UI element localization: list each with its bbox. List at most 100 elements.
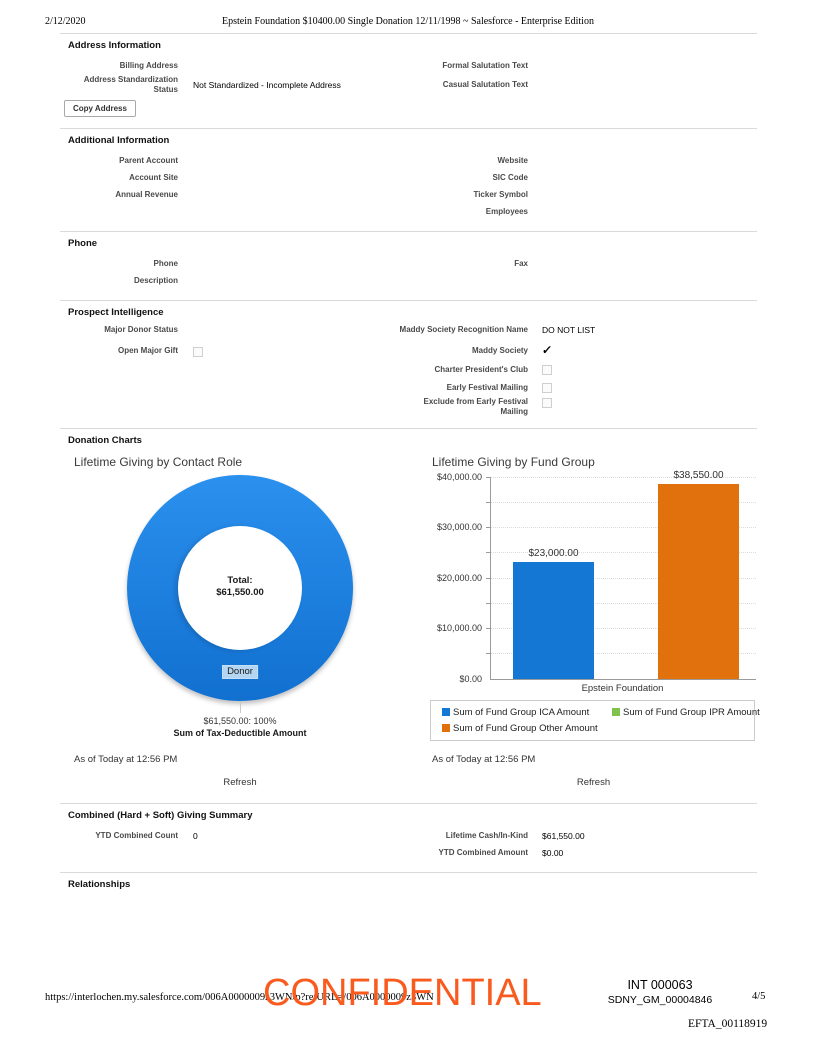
ytd-combined-count-label: YTD Combined Count [95,830,178,840]
bar-sum-of-fund-group-other-amount [658,483,739,679]
section-giving-summary: Combined (Hard + Soft) Giving Summary YT… [60,802,757,872]
section-prospect-intelligence: Prospect Intelligence Major Donor Status… [60,299,757,428]
bar-chart: $40,000.00 $30,000.00 $20,000.00 $10,000.00… [430,470,757,684]
charter-presidents-club-checkbox[interactable] [542,365,552,375]
open-major-gift-cell [193,346,398,357]
gridline [491,552,756,554]
fax-label: Fax [514,259,528,269]
ytd-combined-amount-value: $0.00 [542,847,564,858]
donation-charts-section-title: Donation Charts [68,434,142,446]
field-row: Billing Address Formal Salutation Text [60,58,757,75]
gridline [491,628,756,630]
y-axis-tick [486,628,491,630]
bates-number-sdny: SDNY_GM_00004846 [607,994,713,1006]
donut-caption-value: $61,550.00: 100% [203,715,277,726]
maddy-society-checkbox-checked[interactable]: ✓ [541,343,553,358]
y-axis-tick [486,577,491,579]
donut-hole [178,525,302,650]
donut-refresh-link[interactable]: Refresh [223,776,257,788]
legend-label-other: Sum of Fund Group Other Amount [453,722,598,734]
recognition-name-value: DO NOT LIST [542,324,596,335]
legend-swatch-ica [442,708,450,717]
y-axis-tick [486,501,491,503]
exclude-early-festival-cell [542,397,757,408]
donut-chart-panel: Lifetime Giving by Contact Role Total: $… [60,453,420,793]
recognition-name-label: Maddy Society Recognition Name [399,324,528,334]
field-row: Employees [60,204,757,221]
parent-account-label: Parent Account [119,156,178,166]
formal-salutation-label: Formal Salutation Text [442,61,528,71]
gridline [491,577,756,579]
exclude-early-festival-label: Exclude from Early Festival Mailing [423,396,529,417]
giving-summary-section-title: Combined (Hard + Soft) Giving Summary [68,809,253,821]
y-axis-tick-label: $10,000.00 [436,623,482,634]
billing-address-label: Billing Address [119,61,178,71]
confidential-watermark: CONFIDENTIAL [263,972,542,1014]
field-row: Major Donor Status Maddy Society Recogni… [60,325,757,342]
address-section-title: Address Information [68,40,161,51]
exclude-early-festival-checkbox[interactable] [542,397,552,408]
bates-number-int: INT 000063 [627,978,693,992]
ticker-symbol-label: Ticker Symbol [473,190,528,200]
charter-presidents-club-label: Charter President's Club [434,364,528,374]
lifetime-cash-label: Lifetime Cash/In-Kind [445,830,528,840]
open-major-gift-checkbox[interactable] [193,346,203,357]
gridline [491,602,756,604]
donut-caption-label: Sum of Tax-Deductible Amount [173,727,307,738]
donut-center-text: Total: $61,550.00 [127,575,353,601]
section-address-information: Address Information Billing Address Form… [60,33,757,128]
field-row: Phone Fax [60,256,757,273]
maddy-society-cell: ✓ [541,343,757,358]
website-label: Website [497,156,528,166]
early-festival-mailing-checkbox[interactable] [542,383,552,393]
copy-address-button[interactable]: Copy Address [64,99,136,117]
maddy-society-label: Maddy Society [471,346,528,356]
relationships-section-title: Relationships [68,878,131,890]
y-axis-tick-label: $40,000.00 [436,471,482,482]
donut-chart-title: Lifetime Giving by Contact Role [74,454,243,469]
bar-value-label: $38,550.00 [673,469,724,481]
sic-code-label: SIC Code [492,173,528,183]
legend-item-ipr: Sum of Fund Group IPR Amount [612,707,760,718]
legend-item-ica: Sum of Fund Group ICA Amount [442,707,612,718]
donut-chart: Total: $61,550.00 Donor [127,474,353,701]
footer-url: https://interlochen.my.salesforce.com/00… [45,992,434,1003]
field-row: Exclude from Early Festival Mailing [60,397,757,418]
field-row: Account Site SIC Code [60,170,757,187]
legend-swatch-other [442,724,450,733]
bar-chart-panel: Lifetime Giving by Fund Group $40,000.00… [430,453,760,793]
gridline [491,476,756,478]
bar-refresh-link[interactable]: Refresh [576,776,611,788]
y-axis-tick [486,552,491,554]
page-number: 4/5 [752,991,766,1002]
y-axis-tick [486,476,491,478]
document-title: Epstein Foundation $10400.00 Single Dona… [222,16,594,27]
field-row: Address Standardization Status Not Stand… [60,75,757,96]
field-row: Parent Account Website [60,153,757,170]
print-date: 2/12/2020 [45,16,86,27]
additional-section-title: Additional Information [68,134,170,146]
casual-salutation-label: Casual Salutation Text [442,80,528,90]
field-row: Description [60,273,757,290]
donor-slice-label: Donor [222,664,258,679]
field-row: Annual Revenue Ticker Symbol [60,187,757,204]
field-row: Charter President's Club [60,361,757,379]
account-site-label: Account Site [129,173,178,183]
bar-sum-of-fund-group-ica-amount [513,562,594,679]
bar-chart-title: Lifetime Giving by Fund Group [432,454,595,469]
y-axis-tick-label: $20,000.00 [436,572,482,583]
donut-caption: $61,550.00: 100% Sum of Tax-Deductible A… [60,715,420,739]
bar-chart-legend: Sum of Fund Group ICA Amount Sum of Fund… [430,699,760,741]
field-row: YTD Combined Count 0 Lifetime Cash/In-Ki… [60,828,757,845]
open-major-gift-label: Open Major Gift [118,346,178,356]
x-axis-category-label: Epstein Foundation [581,682,664,694]
y-axis-tick [486,602,491,604]
section-additional-information: Additional Information Parent Account We… [60,127,757,231]
gridline [491,501,756,503]
section-phone: Phone Phone Fax Description [60,230,757,300]
legend-item-other: Sum of Fund Group Other Amount [442,723,612,734]
standardization-status-value: Not Standardized - Incomplete Address [193,79,341,90]
gridline [491,653,756,655]
leader-line [240,701,241,713]
employees-label: Employees [485,207,528,217]
